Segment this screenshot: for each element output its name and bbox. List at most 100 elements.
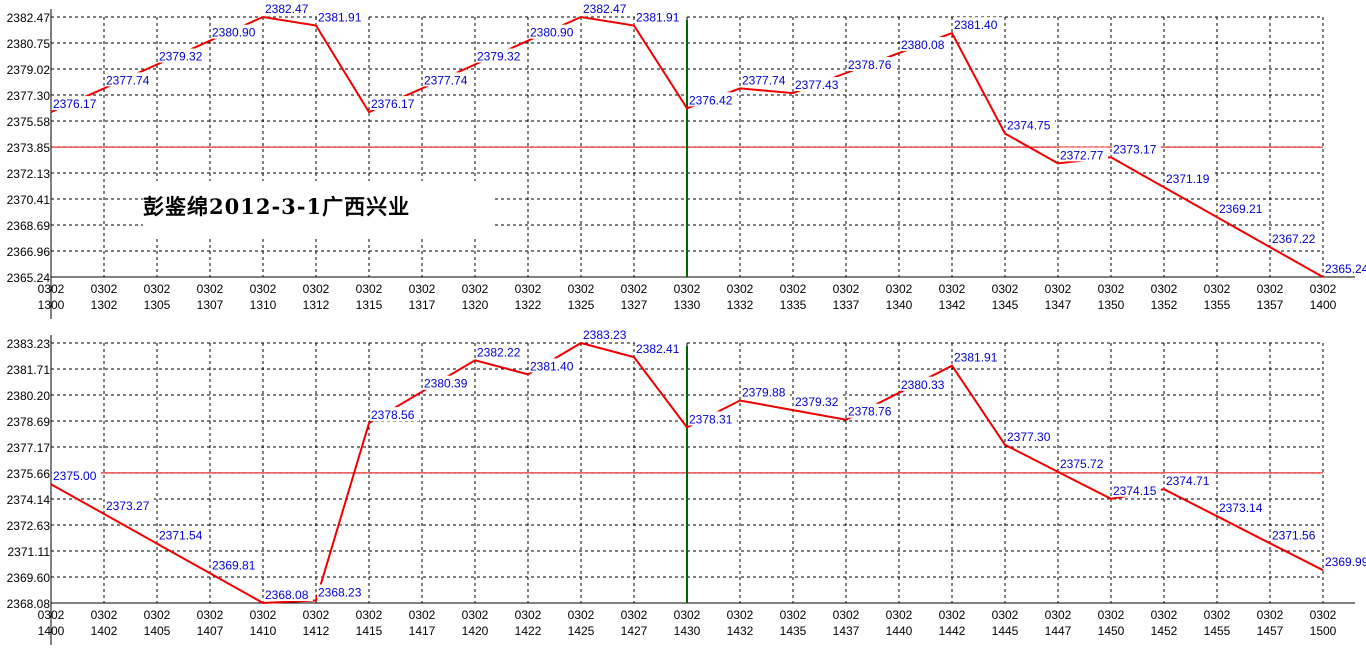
x-tick-date: 0302 [727, 608, 754, 622]
data-label: 2375.72 [1060, 457, 1104, 471]
data-label: 2379.32 [159, 50, 203, 64]
data-label: 2382.47 [583, 2, 627, 16]
x-tick-label: 1307 [197, 298, 224, 312]
x-tick-label: 1345 [992, 298, 1019, 312]
x-tick-date: 0302 [886, 282, 913, 296]
data-label: 2368.08 [265, 588, 309, 602]
x-tick-date: 0302 [1045, 282, 1072, 296]
data-label: 2380.33 [901, 378, 945, 392]
x-tick-date: 0302 [1204, 608, 1231, 622]
x-tick-date: 0302 [197, 608, 224, 622]
data-label-bg [741, 72, 790, 87]
data-label: 2382.47 [265, 2, 309, 16]
data-label: 2381.91 [636, 10, 680, 24]
x-tick-date: 0302 [197, 282, 224, 296]
x-tick-label: 1420 [462, 624, 489, 638]
data-label: 2372.77 [1060, 148, 1104, 162]
x-tick-date: 0302 [780, 282, 807, 296]
data-label-bg [582, 327, 631, 341]
x-tick-label: 1305 [144, 298, 171, 312]
data-label-bg [370, 407, 419, 422]
x-tick-date: 0302 [1310, 282, 1337, 296]
data-label-bg [582, 1, 631, 15]
x-tick-label: 1352 [1151, 298, 1178, 312]
data-label: 2365.24 [1325, 262, 1366, 276]
y-tick-label: 2381.71 [7, 363, 51, 377]
x-tick-label: 1315 [356, 298, 383, 312]
x-tick-date: 0302 [409, 282, 436, 296]
x-tick-date: 0302 [833, 282, 860, 296]
x-tick-label: 1440 [886, 624, 913, 638]
x-tick-date: 0302 [250, 608, 277, 622]
y-tick-label: 2377.17 [7, 441, 51, 455]
data-label: 2373.14 [1219, 501, 1263, 515]
data-label: 2376.17 [53, 97, 97, 111]
x-tick-date: 0302 [674, 282, 701, 296]
x-tick-date: 0302 [621, 608, 648, 622]
x-tick-date: 0302 [1310, 608, 1337, 622]
data-label-bg [264, 1, 313, 15]
chart-panel-2: 2383.232381.712380.202378.692377.172375.… [7, 327, 1366, 645]
price-line [50, 341, 1324, 605]
x-tick-date: 0302 [1151, 282, 1178, 296]
data-label-bg [158, 527, 207, 542]
y-tick-label: 2365.24 [7, 271, 51, 285]
x-tick-label: 1302 [91, 298, 118, 312]
y-tick-label: 2368.69 [7, 219, 51, 233]
x-tick-label: 1317 [409, 298, 436, 312]
data-label-bg [635, 341, 684, 356]
data-label: 2367.22 [1272, 232, 1316, 246]
x-tick-date: 0302 [462, 282, 489, 296]
data-label: 2377.30 [1007, 430, 1051, 444]
data-label-bg [1324, 554, 1366, 569]
x-tick-date: 0302 [939, 608, 966, 622]
data-label-bg [847, 403, 896, 418]
x-tick-label: 1447 [1045, 624, 1072, 638]
data-label: 2381.91 [954, 351, 998, 365]
x-tick-label: 1442 [939, 624, 966, 638]
x-tick-label: 1340 [886, 298, 913, 312]
data-label: 2377.74 [424, 73, 468, 87]
x-tick-date: 0302 [1098, 608, 1125, 622]
x-tick-date: 0302 [144, 282, 171, 296]
watermark-box [143, 181, 493, 239]
data-label-bg [1165, 171, 1214, 186]
x-tick-label: 1430 [674, 624, 701, 638]
data-label: 2369.99 [1325, 555, 1366, 569]
data-label-bg [105, 497, 154, 512]
data-label: 2371.19 [1166, 172, 1210, 186]
x-tick-date: 0302 [568, 608, 595, 622]
data-label-bg [1271, 527, 1320, 542]
y-tick-label: 2370.41 [7, 193, 51, 207]
data-label: 2378.31 [689, 412, 733, 426]
x-tick-label: 1410 [250, 624, 277, 638]
x-tick-label: 1422 [515, 624, 542, 638]
x-tick-label: 1330 [674, 298, 701, 312]
data-label-bg [953, 349, 1002, 364]
x-tick-label: 1347 [1045, 298, 1072, 312]
x-tick-label: 1435 [780, 624, 807, 638]
x-tick-date: 0302 [727, 282, 754, 296]
y-tick-label: 2377.30 [7, 89, 51, 103]
x-tick-label: 1325 [568, 298, 595, 312]
x-tick-label: 1357 [1257, 298, 1284, 312]
data-label: 2376.42 [689, 93, 733, 107]
x-tick-label: 1400 [1310, 298, 1337, 312]
data-label: 2381.91 [318, 10, 362, 24]
data-label: 2379.88 [742, 385, 786, 399]
data-label-bg [794, 394, 843, 409]
data-label-bg [847, 56, 896, 71]
data-label: 2381.40 [530, 359, 574, 373]
data-label: 2369.21 [1219, 202, 1263, 216]
y-tick-label: 2369.60 [7, 571, 51, 585]
data-label-bg [1112, 482, 1161, 497]
x-tick-date: 0302 [303, 282, 330, 296]
x-tick-date: 0302 [939, 282, 966, 296]
data-label-bg [1006, 117, 1055, 132]
x-tick-label: 1322 [515, 298, 542, 312]
x-tick-label: 1335 [780, 298, 807, 312]
data-label-bg [688, 92, 737, 107]
y-tick-label: 2366.96 [7, 245, 51, 259]
data-label: 2377.74 [742, 73, 786, 87]
